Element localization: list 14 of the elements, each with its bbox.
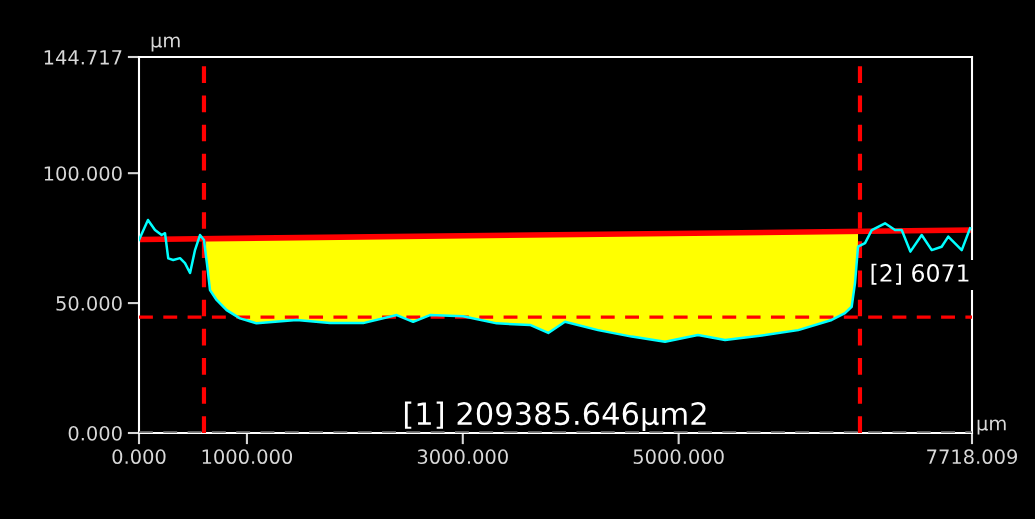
y-tick-label: 50.000 bbox=[56, 296, 122, 311]
x-tick-label: 7718.009 bbox=[927, 449, 1018, 465]
annotation: [2] 6071 bbox=[871, 263, 969, 285]
x-tick-label: 3000.000 bbox=[417, 449, 508, 465]
x-tick-label: 1000.000 bbox=[202, 449, 293, 465]
x-axis-title: μm bbox=[977, 419, 1006, 435]
x-tick-label: 0.000 bbox=[112, 449, 166, 465]
y-tick-label: 0.000 bbox=[68, 425, 122, 441]
annotation: [1] 209385.646μm2 bbox=[404, 401, 706, 432]
y-axis-title: μm bbox=[151, 36, 180, 52]
y-tick-label: 100.000 bbox=[44, 166, 122, 181]
line-series bbox=[139, 218, 972, 344]
y-tick-label: 144.717 bbox=[44, 50, 122, 65]
x-tick-label: 5000.000 bbox=[633, 449, 724, 465]
